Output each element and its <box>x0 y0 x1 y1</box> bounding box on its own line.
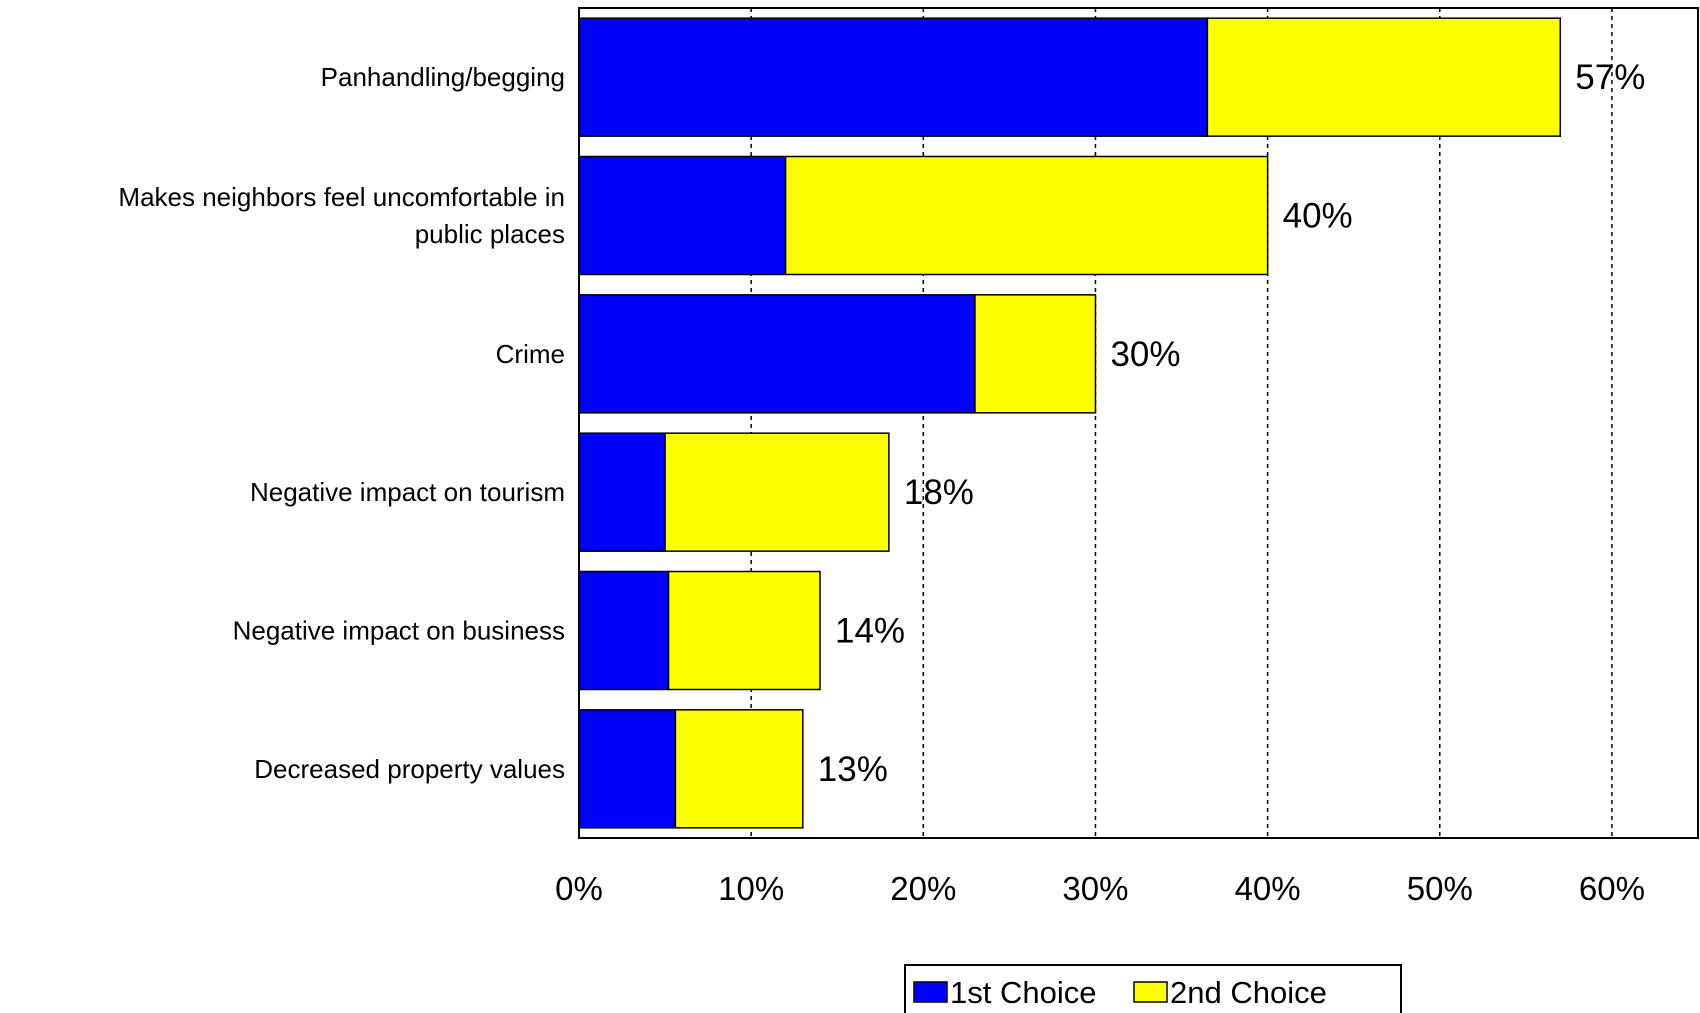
legend-label: 1st Choice <box>950 975 1096 1010</box>
total-label: 13% <box>818 750 888 789</box>
x-tick-label: 0% <box>555 870 603 907</box>
bar-segment <box>664 432 890 552</box>
legend-label: 2nd Choice <box>1170 975 1327 1010</box>
category-label: Negative impact on business <box>233 616 565 646</box>
bars <box>578 17 1562 829</box>
total-label: 14% <box>835 612 905 651</box>
category-label: Panhandling/begging <box>321 62 565 92</box>
total-label: 30% <box>1110 335 1180 374</box>
category-label: Decreased property values <box>254 754 565 784</box>
x-tick-label: 60% <box>1579 870 1645 907</box>
bar-segment <box>578 294 976 414</box>
bar-segment <box>578 709 677 829</box>
category-label: Makes neighbors feel uncomfortable in <box>118 182 565 212</box>
x-tick-label: 10% <box>718 870 784 907</box>
total-label: 18% <box>904 473 974 512</box>
x-tick-label: 30% <box>1062 870 1128 907</box>
bar-segment <box>578 155 787 276</box>
bar-segment <box>667 570 821 691</box>
bar-segment <box>784 155 1269 276</box>
x-tick-label: 40% <box>1235 870 1301 907</box>
total-labels: 57% 40% 30% 18% 14% 13% <box>818 58 1646 789</box>
bar-segment <box>1206 17 1562 137</box>
plot-area-frame <box>578 7 1699 839</box>
legend-swatch <box>913 981 948 1003</box>
bar-segment <box>578 432 666 552</box>
category-label: Negative impact on tourism <box>250 477 565 507</box>
category-label: public places <box>415 219 565 249</box>
bar-segment <box>578 17 1209 137</box>
category-labels: Panhandling/begging Makes neighbors feel … <box>118 62 565 784</box>
total-label: 57% <box>1575 58 1645 97</box>
x-tick-label: 20% <box>890 870 956 907</box>
x-tick-label: 50% <box>1407 870 1473 907</box>
legend-swatch <box>1133 981 1168 1003</box>
category-label: Crime <box>496 339 565 369</box>
bar-segment <box>974 294 1097 414</box>
legend: 1st Choice 2nd Choice <box>904 964 1402 1013</box>
grid-lines <box>750 8 1613 838</box>
total-label: 40% <box>1283 197 1353 236</box>
x-axis-tick-labels: 0% 10% 20% 30% 40% 50% 60% <box>555 870 1645 907</box>
bar-segment <box>674 709 804 829</box>
bar-segment <box>578 570 670 691</box>
